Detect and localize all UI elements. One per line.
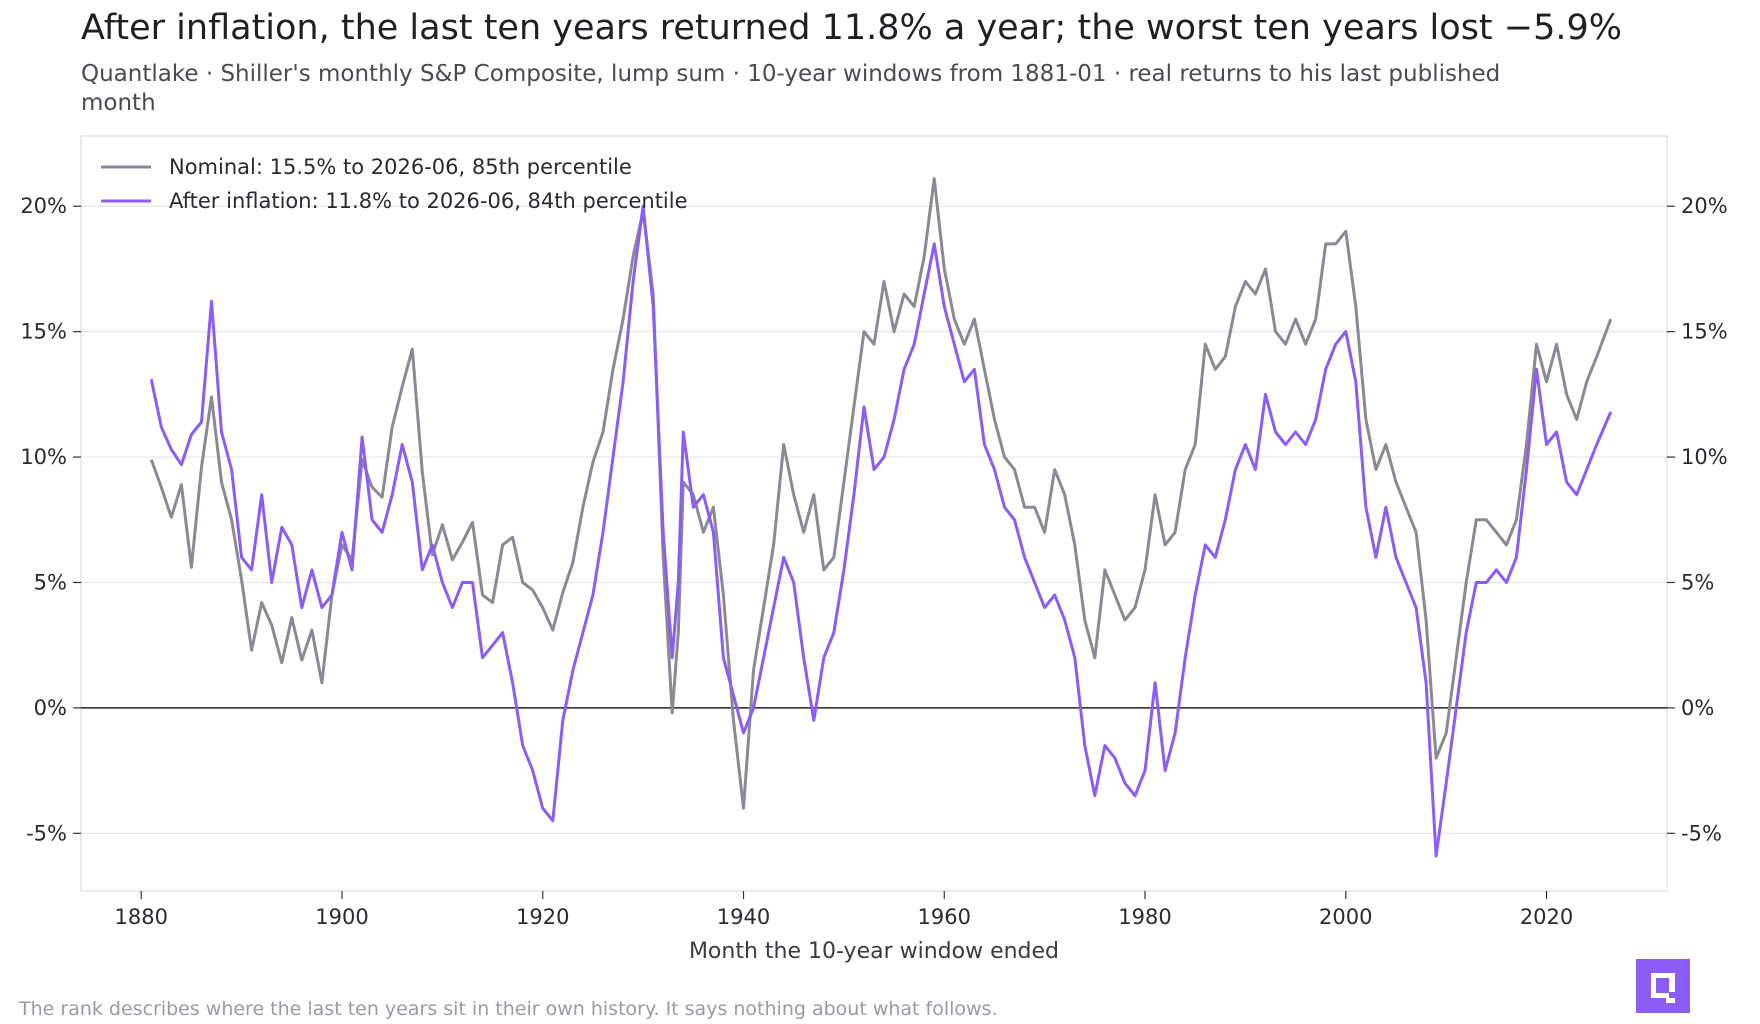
chart-subtitle: Quantlake · Shiller's monthly S&P Compos…: [81, 61, 1501, 116]
y-tick-label-right-3: 10%: [1681, 445, 1728, 469]
y-axis-right: -5% 0% 5% 10% 15% 20%: [1667, 194, 1728, 845]
y-axis-left: -5% 0% 5% 10% 15% 20%: [20, 194, 81, 845]
x-tick-label-7: 2020: [1520, 905, 1573, 929]
x-tick-label-5: 1980: [1118, 905, 1171, 929]
x-tick-label-1: 1900: [315, 905, 368, 929]
x-tick-label-4: 1960: [918, 905, 971, 929]
y-tick-label-right-4: 15%: [1681, 320, 1728, 344]
y-tick-label-left-1: 0%: [34, 696, 67, 720]
x-tick-label-2: 1920: [516, 905, 569, 929]
series-line-nominal: [149, 177, 1613, 810]
quantlake-logo-icon: [1636, 959, 1690, 1013]
y-tick-label-left-5: 20%: [20, 194, 67, 218]
x-axis: 1880 1900 1920 1940 1960 1980 2000 2020: [115, 891, 1573, 929]
y-tick-label-left-2: 5%: [34, 570, 67, 594]
y-tick-label-right-1: 0%: [1681, 696, 1714, 720]
plot-frame: [80, 135, 1668, 892]
y-tick-label-right-5: 20%: [1681, 194, 1728, 218]
x-axis-label: Month the 10-year window ended: [689, 939, 1059, 964]
footer-note: The rank describes where the last ten ye…: [19, 998, 998, 1020]
chart-title: After inflation, the last ten years retu…: [81, 8, 1623, 48]
x-tick-label-6: 2000: [1319, 905, 1372, 929]
legend-label-nominal: Nominal: 15.5% to 2026-06, 85th percenti…: [169, 155, 632, 179]
y-tick-label-right-2: 5%: [1681, 570, 1714, 594]
x-tick-label-0: 1880: [115, 905, 168, 929]
legend-label-real: After inflation: 11.8% to 2026-06, 84th …: [169, 189, 688, 213]
y-tick-label-right-0: -5%: [1681, 821, 1722, 845]
series-line-real: [149, 204, 1613, 858]
series-layer: [149, 177, 1613, 858]
y-tick-label-left-4: 15%: [20, 320, 67, 344]
y-tick-label-left-0: -5%: [26, 821, 67, 845]
grid-lines: [81, 205, 1667, 834]
legend: Nominal: 15.5% to 2026-06, 85th percenti…: [101, 155, 688, 213]
x-tick-label-3: 1940: [717, 905, 770, 929]
y-tick-label-left-3: 10%: [20, 445, 67, 469]
